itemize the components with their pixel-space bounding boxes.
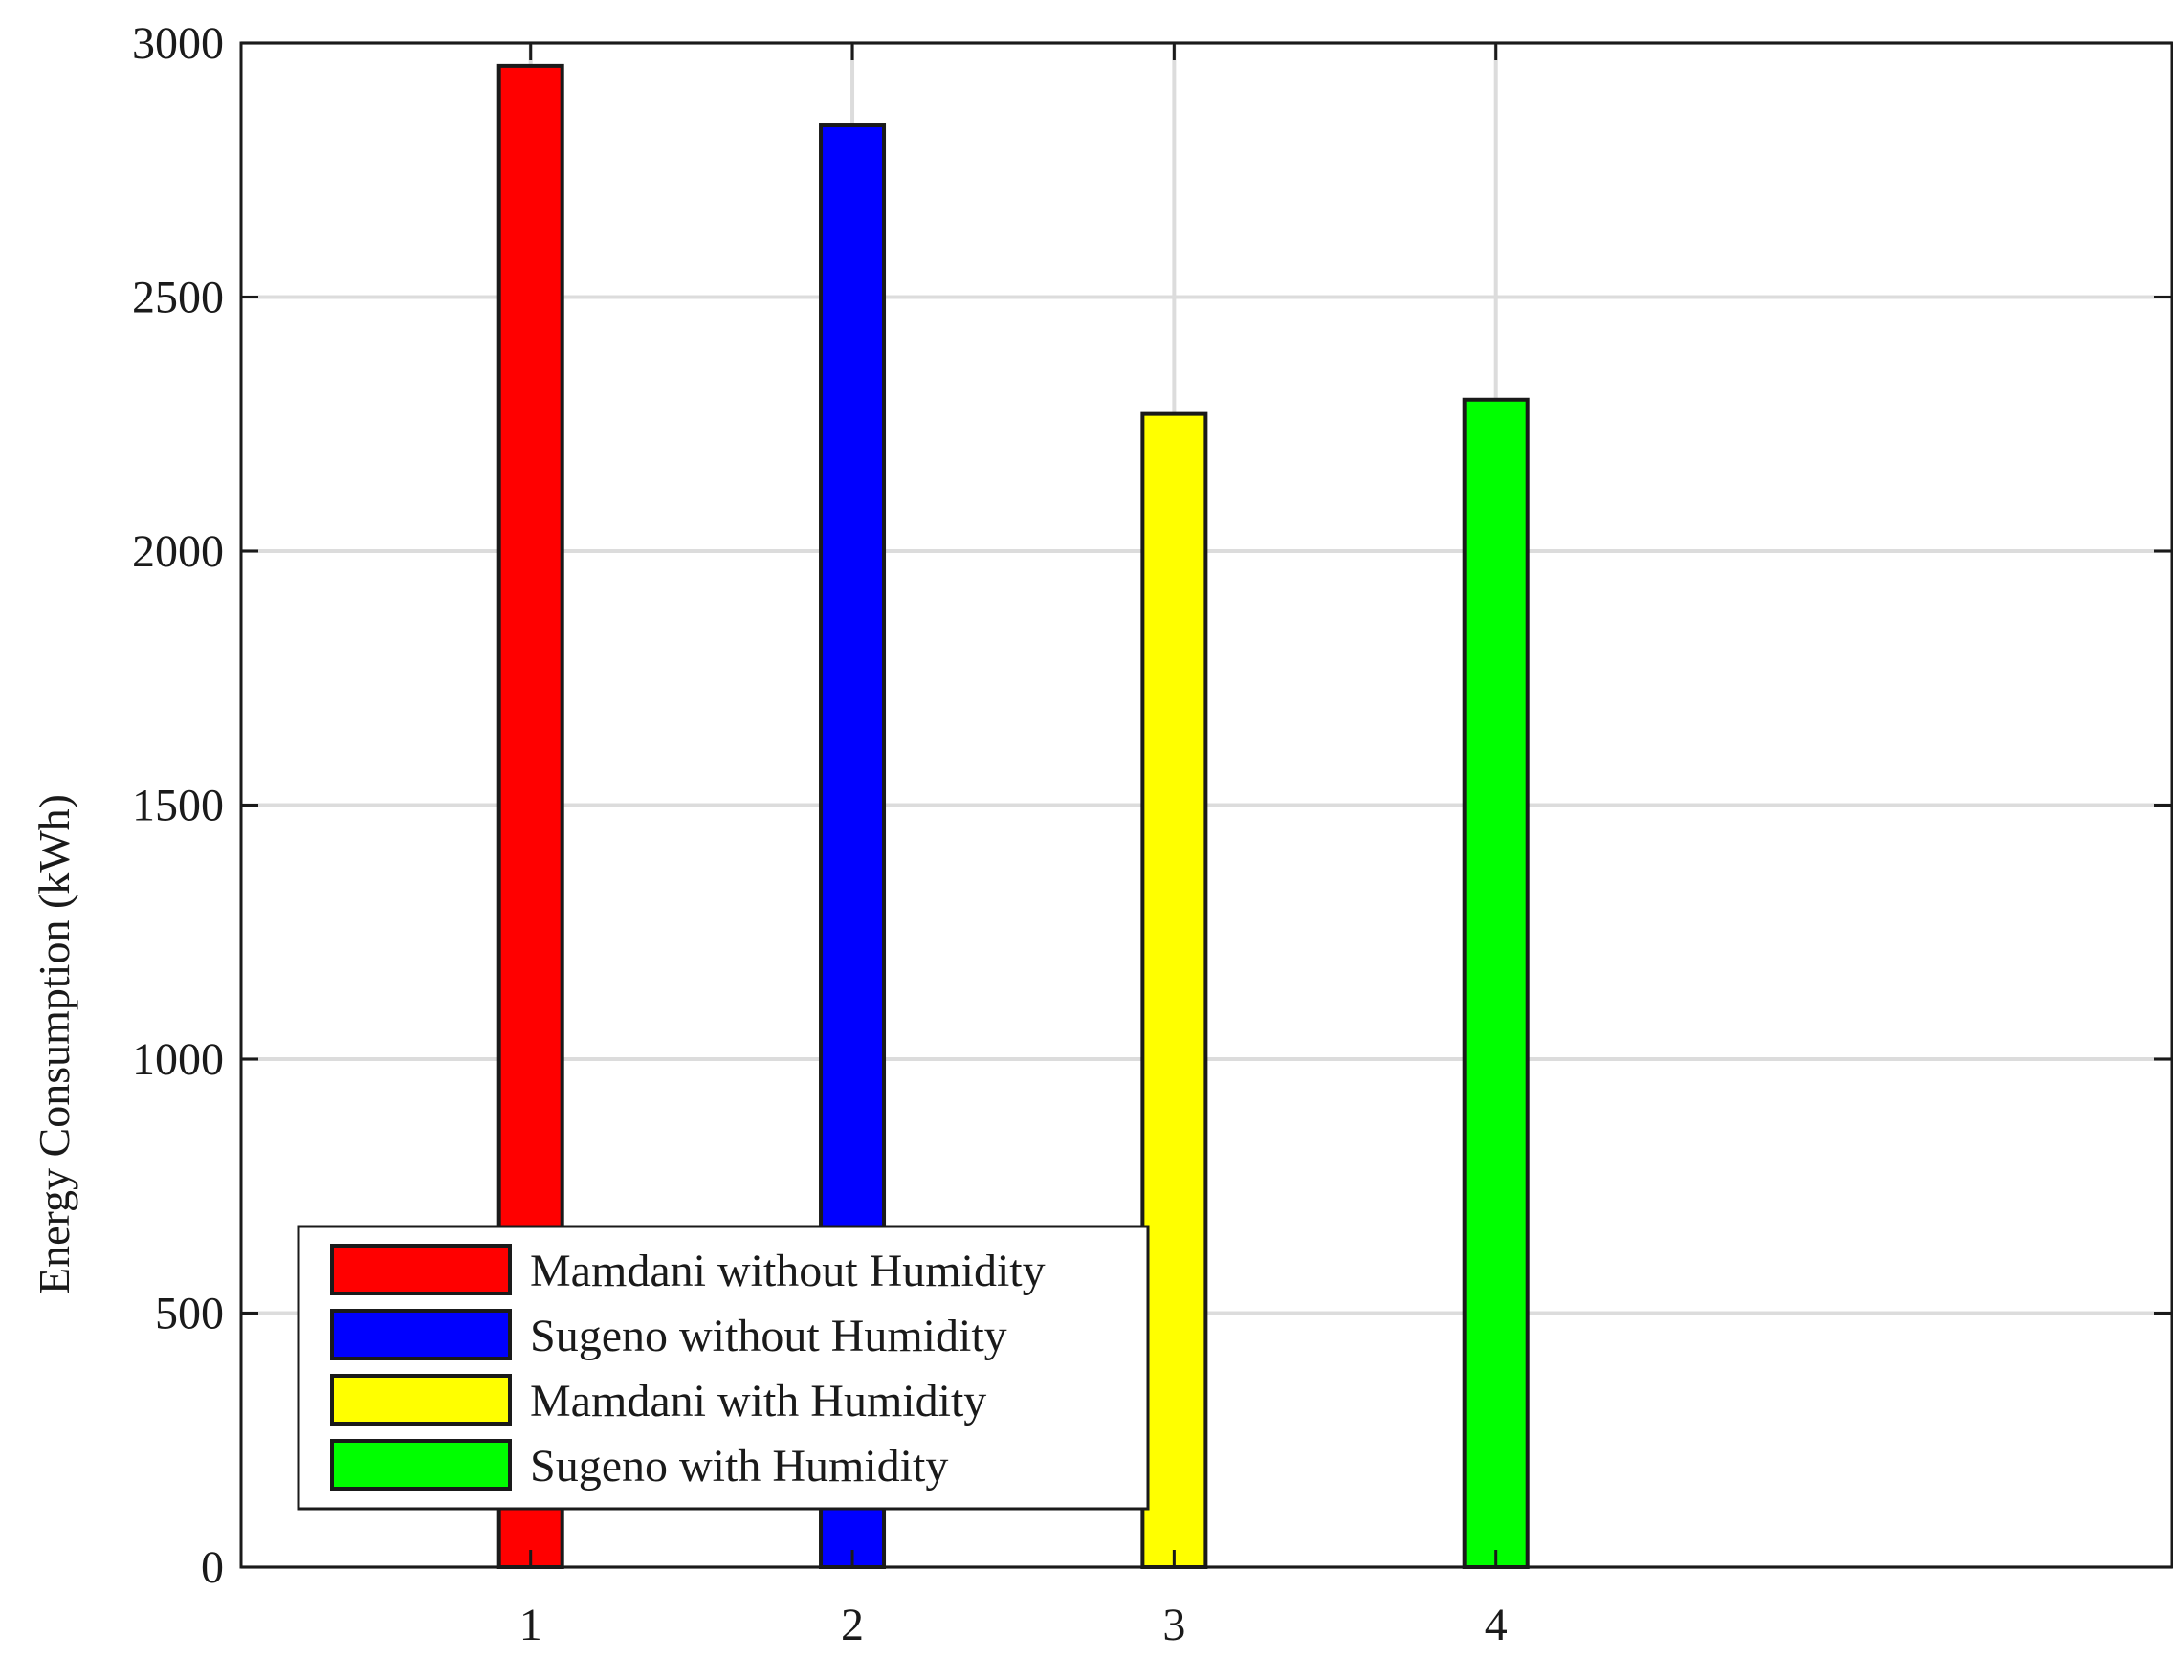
x-tick-label: 4	[1485, 1600, 1508, 1650]
tick-marks	[241, 41, 2172, 1569]
legend-label: Mamdani without Humidity	[530, 1246, 1046, 1296]
y-tick-label: 3000	[132, 18, 224, 69]
y-tick-label: 2000	[132, 526, 224, 577]
x-tick-label: 1	[519, 1600, 542, 1650]
legend-label: Sugeno with Humidity	[530, 1441, 948, 1492]
y-tick-labels: 0 500 1000 1500 2000 2500 3000	[132, 18, 224, 1593]
y-axis-label: Energy Consumption (kWh)	[30, 794, 78, 1294]
x-tick-labels: 1 2 3 4	[519, 1600, 1508, 1650]
legend-label: Sugeno without Humidity	[530, 1311, 1007, 1361]
legend: Mamdani without Humidity Sugeno without H…	[297, 1225, 1150, 1511]
legend-swatch	[330, 1309, 512, 1360]
y-tick-label: 2500	[132, 273, 224, 323]
bar	[1462, 397, 1530, 1570]
x-tick-label: 3	[1162, 1600, 1185, 1650]
y-tick-label: 0	[201, 1542, 224, 1593]
legend-label: Mamdani with Humidity	[530, 1376, 986, 1426]
y-tick-label: 1500	[132, 781, 224, 831]
y-tick-label: 500	[155, 1289, 224, 1339]
x-tick-label: 2	[841, 1600, 864, 1650]
legend-swatch	[330, 1244, 512, 1295]
bar	[1140, 411, 1208, 1569]
legend-swatch	[330, 1374, 512, 1426]
y-tick-label: 1000	[132, 1034, 224, 1085]
legend-swatch	[330, 1439, 512, 1491]
